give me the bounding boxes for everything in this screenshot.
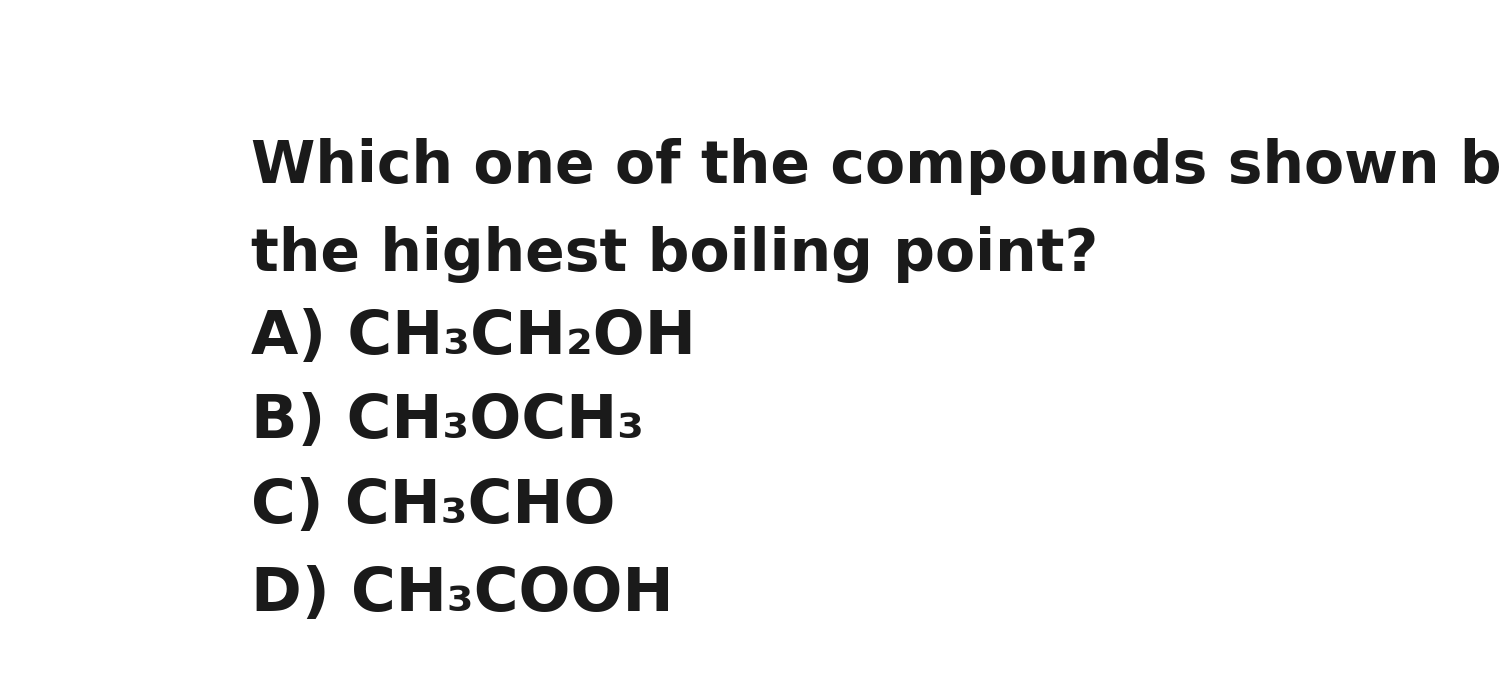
Text: Which one of the compounds shown below will have: Which one of the compounds shown below w… [252,138,1500,195]
Text: C) CH₃CHO: C) CH₃CHO [252,477,616,536]
Text: D) CH₃COOH: D) CH₃COOH [252,565,674,623]
Text: the highest boiling point?: the highest boiling point? [252,226,1098,283]
Text: B) CH₃OCH₃: B) CH₃OCH₃ [252,392,645,451]
Text: A) CH₃CH₂OH: A) CH₃CH₂OH [252,308,696,367]
